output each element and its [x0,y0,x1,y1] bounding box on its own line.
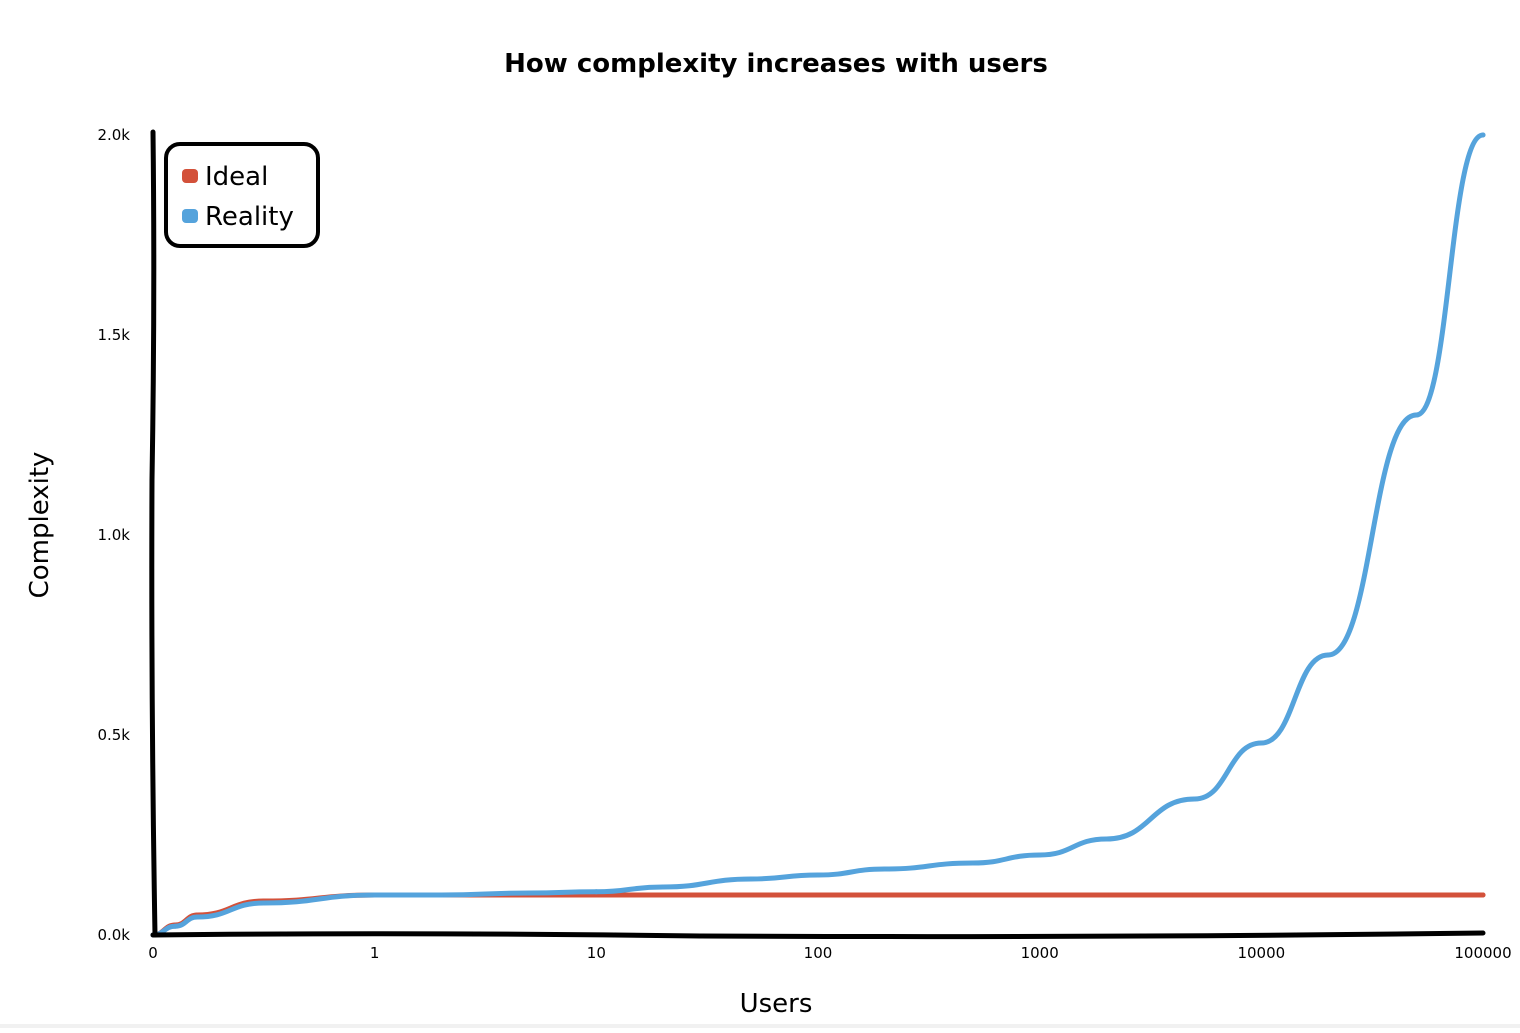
data-point-reality [1325,652,1331,658]
legend: Ideal Reality [164,142,320,248]
x-tick-label: 100 [804,944,833,962]
axes-layer [149,129,1486,940]
data-point-reality [1413,412,1419,418]
data-point-reality [660,884,666,890]
y-tick-label: 0.0k [97,926,130,944]
x-tick-label: 10 [587,944,606,962]
legend-label-reality: Reality [205,202,294,232]
legend-label-ideal: Ideal [205,162,268,192]
data-point-ideal [970,892,976,898]
data-point-reality [748,876,754,882]
data-point-reality [815,872,821,878]
bottom-strip [0,1024,1520,1028]
series-line-ideal [150,892,1486,938]
series-layer [150,132,1486,938]
data-point-ideal [1103,892,1109,898]
data-point-ideal [1258,892,1264,898]
data-point-reality [1192,796,1198,802]
chart-title: How complexity increases with users [504,49,1048,79]
x-axis-label: Users [740,989,813,1019]
y-axis-label: Complexity [25,452,55,599]
x-tick-label: 10000 [1237,944,1285,962]
data-point-ideal [660,892,666,898]
data-point-reality [372,892,378,898]
data-point-reality [1103,836,1109,842]
legend-items: Ideal Reality [182,162,294,232]
legend-swatch-ideal [182,169,198,183]
x-tick-label: 0 [148,944,158,962]
data-point-reality [527,890,533,896]
data-point-reality [1258,740,1264,746]
data-point-reality [438,892,444,898]
data-point-reality [194,914,200,920]
x-tick-label: 100000 [1454,944,1511,962]
ticks-layer: 0 1 10 100 1000 10000 100000 0.0k 0.5k 1.0k 1.5k 2.… [97,126,1511,962]
data-point-reality [1480,132,1486,138]
legend-swatch-reality [182,209,198,223]
data-point-ideal [1192,892,1198,898]
data-point-reality [1037,852,1043,858]
x-tick-label: 1000 [1021,944,1059,962]
data-point-reality [882,866,888,872]
y-axis-line [149,129,158,938]
y-tick-label: 1.5k [97,326,130,344]
data-point-ideal [1413,892,1419,898]
x-tick-label: 1 [370,944,380,962]
data-point-reality [593,889,599,895]
data-point-ideal [1480,892,1486,898]
x-axis-line [150,930,1486,940]
data-point-ideal [1325,892,1331,898]
data-point-reality [261,900,267,906]
y-tick-label: 2.0k [97,126,130,144]
y-tick-label: 1.0k [97,526,130,544]
data-point-reality [172,923,178,929]
y-tick-label: 0.5k [97,726,130,744]
data-point-reality [970,860,976,866]
series-line-reality [150,132,1486,938]
data-point-ideal [748,892,754,898]
data-point-ideal [882,892,888,898]
data-point-ideal [815,892,821,898]
legend-box [164,142,320,248]
data-point-ideal [1037,892,1043,898]
